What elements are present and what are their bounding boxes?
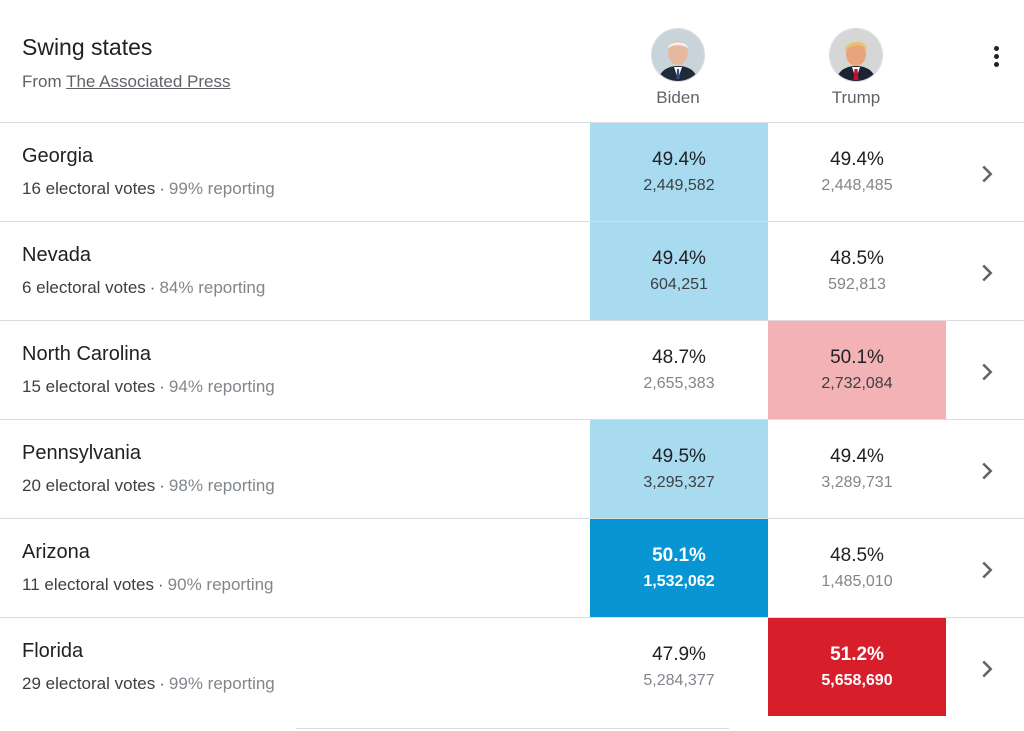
trump-votes: 592,813	[828, 276, 886, 293]
state-meta: 29 electoral votes · 99% reporting	[22, 674, 275, 693]
state-meta: 6 electoral votes · 84% reporting	[22, 278, 266, 297]
trump-percentage: 48.5%	[830, 248, 884, 269]
biden-result-cell: 48.7% 2,655,383	[590, 321, 768, 419]
biden-result-cell: 49.4% 2,449,582	[590, 123, 768, 221]
biden-percentage: 48.7%	[652, 347, 706, 368]
trump-result-cell: 48.5% 592,813	[768, 222, 946, 320]
electoral-votes: 29 electoral votes	[22, 674, 156, 693]
trump-votes: 3,289,731	[821, 474, 893, 491]
state-row[interactable]: Georgia 16 electoral votes · 99% reporting…	[0, 123, 1024, 222]
source-link[interactable]: The Associated Press	[66, 72, 231, 91]
biden-result-cell: 49.5% 3,295,327	[590, 420, 768, 518]
chevron-right-icon[interactable]	[972, 555, 1002, 585]
candidate-name-biden: Biden	[656, 88, 700, 107]
electoral-votes: 20 electoral votes	[22, 476, 156, 495]
candidate-biden: Biden	[618, 28, 738, 108]
trump-percentage: 49.4%	[830, 446, 884, 467]
source-prefix: From	[22, 72, 62, 91]
chevron-right-icon[interactable]	[972, 357, 1002, 387]
source-line: From The Associated Press	[22, 72, 231, 92]
state-meta: 11 electoral votes · 90% reporting	[22, 575, 274, 594]
biden-percentage: 49.4%	[652, 248, 706, 269]
biden-result-cell: 47.9% 5,284,377	[590, 618, 768, 716]
state-name: North Carolina	[22, 343, 151, 365]
biden-result-cell: 50.1% 1,532,062	[590, 519, 768, 617]
reporting-status: 84% reporting	[159, 278, 266, 297]
electoral-votes: 16 electoral votes	[22, 179, 156, 198]
biden-percentage: 49.5%	[652, 446, 706, 467]
trump-result-cell: 49.4% 3,289,731	[768, 420, 946, 518]
state-row[interactable]: Nevada 6 electoral votes · 84% reporting 4…	[0, 222, 1024, 321]
state-name: Georgia	[22, 145, 94, 167]
state-row[interactable]: Arizona 11 electoral votes · 90% reporting…	[0, 519, 1024, 618]
biden-portrait-icon	[652, 29, 704, 81]
trump-avatar	[829, 28, 883, 82]
biden-percentage: 47.9%	[652, 644, 706, 665]
biden-avatar	[651, 28, 705, 82]
state-name: Florida	[22, 640, 84, 662]
trump-result-cell: 49.4% 2,448,485	[768, 123, 946, 221]
trump-percentage: 51.2%	[830, 644, 884, 665]
biden-votes: 2,655,383	[643, 375, 715, 392]
trump-result-cell: 48.5% 1,485,010	[768, 519, 946, 617]
chevron-right-icon[interactable]	[972, 654, 1002, 684]
electoral-votes: 11 electoral votes	[22, 575, 154, 594]
biden-votes: 5,284,377	[643, 672, 715, 689]
results-header: Swing states From The Associated Press B…	[0, 0, 1024, 123]
state-meta: 20 electoral votes · 98% reporting	[22, 476, 275, 495]
biden-percentage: 50.1%	[652, 545, 706, 566]
state-row[interactable]: North Carolina 15 electoral votes · 94% re…	[0, 321, 1024, 420]
more-options-icon[interactable]	[983, 46, 1009, 76]
state-row[interactable]: Florida 29 electoral votes · 99% reporting…	[0, 618, 1024, 716]
trump-percentage: 49.4%	[830, 149, 884, 170]
state-name: Arizona	[22, 541, 90, 563]
reporting-status: 98% reporting	[168, 476, 275, 495]
electoral-votes: 6 electoral votes	[22, 278, 146, 297]
reporting-status: 90% reporting	[167, 575, 274, 594]
trump-votes: 2,732,084	[821, 375, 893, 392]
electoral-votes: 15 electoral votes	[22, 377, 156, 396]
trump-percentage: 50.1%	[830, 347, 884, 368]
state-name: Nevada	[22, 244, 91, 266]
biden-result-cell: 49.4% 604,251	[590, 222, 768, 320]
state-name: Pennsylvania	[22, 442, 141, 464]
trump-votes: 2,448,485	[821, 177, 893, 194]
candidate-trump: Trump	[796, 28, 916, 108]
chevron-right-icon[interactable]	[972, 258, 1002, 288]
state-meta: 15 electoral votes · 94% reporting	[22, 377, 275, 396]
biden-votes: 604,251	[650, 276, 708, 293]
chevron-right-icon[interactable]	[972, 456, 1002, 486]
trump-portrait-icon	[830, 29, 882, 81]
trump-result-cell: 51.2% 5,658,690	[768, 618, 946, 716]
results-table: Georgia 16 electoral votes · 99% reporting…	[0, 123, 1024, 716]
trump-result-cell: 50.1% 2,732,084	[768, 321, 946, 419]
trump-votes: 1,485,010	[821, 573, 893, 590]
reporting-status: 99% reporting	[168, 179, 275, 198]
candidate-name-trump: Trump	[831, 88, 881, 107]
biden-votes: 2,449,582	[643, 177, 715, 194]
reporting-status: 94% reporting	[168, 377, 275, 396]
biden-votes: 3,295,327	[643, 474, 715, 491]
chevron-right-icon[interactable]	[972, 159, 1002, 189]
biden-votes: 1,532,062	[643, 573, 715, 590]
state-meta: 16 electoral votes · 99% reporting	[22, 179, 275, 198]
bottom-divider	[296, 728, 729, 729]
trump-percentage: 48.5%	[830, 545, 884, 566]
reporting-status: 99% reporting	[168, 674, 275, 693]
card-title: Swing states	[22, 34, 153, 60]
trump-votes: 5,658,690	[821, 672, 893, 689]
state-row[interactable]: Pennsylvania 20 electoral votes · 98% repo…	[0, 420, 1024, 519]
biden-percentage: 49.4%	[652, 149, 706, 170]
